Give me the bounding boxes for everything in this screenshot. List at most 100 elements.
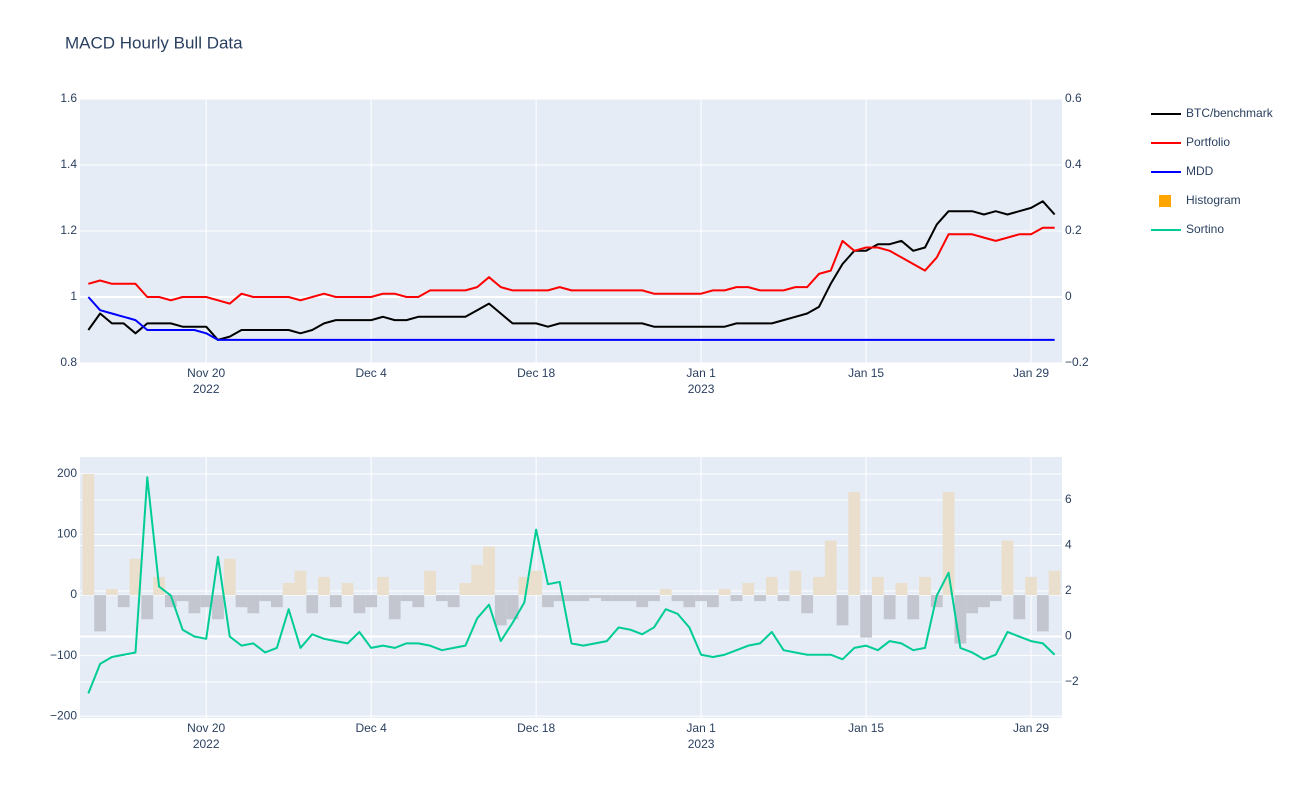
histogram-bar <box>270 595 283 608</box>
x-tick-label: Dec 4 <box>355 366 387 380</box>
histogram-bar <box>471 564 484 596</box>
histogram-bar <box>341 582 354 596</box>
legend-label: BTC/benchmark <box>1186 106 1274 120</box>
y2-tick-label: 0.2 <box>1065 223 1082 237</box>
histogram-bar <box>223 558 236 596</box>
y2-tick-label: 0 <box>1065 629 1072 643</box>
histogram-bar <box>612 595 625 602</box>
histogram-bar <box>718 589 731 596</box>
histogram-bar <box>1025 576 1037 596</box>
histogram-bar <box>1048 570 1061 596</box>
histogram-bar <box>765 576 778 596</box>
histogram-bar <box>94 595 107 632</box>
histogram-bar <box>659 589 672 596</box>
histogram-bar <box>483 546 495 596</box>
y2-tick-label: 2 <box>1065 583 1072 597</box>
histogram-bar <box>966 595 979 614</box>
histogram-bar <box>388 595 401 620</box>
histogram-bar <box>106 589 118 596</box>
histogram-bar <box>730 595 743 602</box>
histogram-bar <box>400 595 413 602</box>
histogram-bar <box>813 576 825 596</box>
histogram-bar <box>777 595 790 602</box>
y-tick-label: 1 <box>70 289 77 303</box>
y-tick-label: 1.6 <box>60 91 77 105</box>
x-tick-label: Dec 4 <box>355 721 387 735</box>
histogram-bar <box>235 595 248 608</box>
x-tick-label: Jan 29 <box>1013 366 1049 380</box>
histogram-bar <box>329 595 342 608</box>
y-tick-label: 100 <box>57 527 77 541</box>
histogram-bar <box>294 570 307 596</box>
histogram-bar <box>871 576 884 596</box>
x-tick-label: Jan 15 <box>848 721 884 735</box>
histogram-bar <box>353 595 366 614</box>
y2-tick-label: 0.4 <box>1065 157 1082 171</box>
histogram-bar <box>212 595 224 620</box>
histogram-bar <box>424 570 436 596</box>
histogram-bar <box>919 576 931 596</box>
histogram-bar <box>707 595 719 608</box>
y-tick-label: 1.4 <box>60 157 77 171</box>
y-tick-label: 1.2 <box>60 223 77 237</box>
x-tick-label: Jan 29 <box>1013 721 1049 735</box>
histogram-bar <box>318 576 330 596</box>
histogram-bar <box>848 492 861 596</box>
legend-label: Sortino <box>1186 222 1224 236</box>
x-tick-label: Jan 15 <box>848 366 884 380</box>
histogram-bar <box>1001 540 1014 596</box>
histogram-bar <box>542 595 554 608</box>
histogram-bar <box>624 595 637 602</box>
histogram-bar <box>883 595 896 620</box>
y-tick-label: 0 <box>70 587 77 601</box>
series-line <box>87 296 1055 341</box>
histogram-bar <box>188 595 201 614</box>
legend-label: Histogram <box>1186 193 1241 207</box>
y-tick-label: −100 <box>50 648 77 662</box>
histogram-bar <box>506 595 519 620</box>
histogram-bar <box>164 595 177 608</box>
y-tick-label: 0.8 <box>60 355 77 369</box>
y-tick-label: 200 <box>57 466 77 480</box>
histogram-bar <box>836 595 849 626</box>
y2-tick-label: 4 <box>1065 538 1072 552</box>
histogram-bar <box>435 595 448 602</box>
y2-tick-label: 0.6 <box>1065 91 1082 105</box>
histogram-bar <box>518 576 531 596</box>
histogram-bar <box>530 570 543 596</box>
histogram-bar <box>742 582 755 596</box>
histogram-bar <box>907 595 920 620</box>
histogram-bar <box>494 595 507 626</box>
y2-tick-label: −2 <box>1065 674 1079 688</box>
histogram-bar <box>589 595 601 599</box>
histogram-bar <box>754 595 766 602</box>
legend-label: Portfolio <box>1186 135 1230 149</box>
histogram-bar <box>801 595 814 614</box>
x-tick-label: Dec 18 <box>517 721 555 735</box>
legend-swatch <box>1159 195 1171 207</box>
histogram-bar <box>695 595 708 602</box>
legend-label: MDD <box>1186 164 1214 178</box>
x-tick-label: Nov 20 2022 <box>187 366 225 396</box>
histogram-bar <box>671 595 684 602</box>
histogram-bar <box>636 595 649 608</box>
histogram-bar <box>200 595 213 608</box>
x-tick-label: Jan 1 2023 <box>686 366 716 396</box>
y2-tick-label: −0.2 <box>1065 355 1089 369</box>
histogram-bar <box>942 492 955 596</box>
histogram-bar <box>447 595 460 608</box>
histogram-bar <box>824 540 837 596</box>
histogram-bar <box>789 570 802 596</box>
x-tick-label: Nov 20 2022 <box>187 721 225 751</box>
histogram-bar <box>895 582 908 596</box>
histogram-bar <box>954 595 967 644</box>
histogram-bar <box>565 595 578 602</box>
y2-tick-label: 0 <box>1065 289 1072 303</box>
histogram-bar <box>247 595 260 614</box>
chart-title: MACD Hourly Bull Data <box>65 33 243 52</box>
y2-tick-label: 6 <box>1065 492 1072 506</box>
histogram-bar <box>141 595 154 620</box>
histogram-bar <box>600 595 613 602</box>
histogram-bar <box>129 558 142 596</box>
histogram-bar <box>989 595 1002 602</box>
